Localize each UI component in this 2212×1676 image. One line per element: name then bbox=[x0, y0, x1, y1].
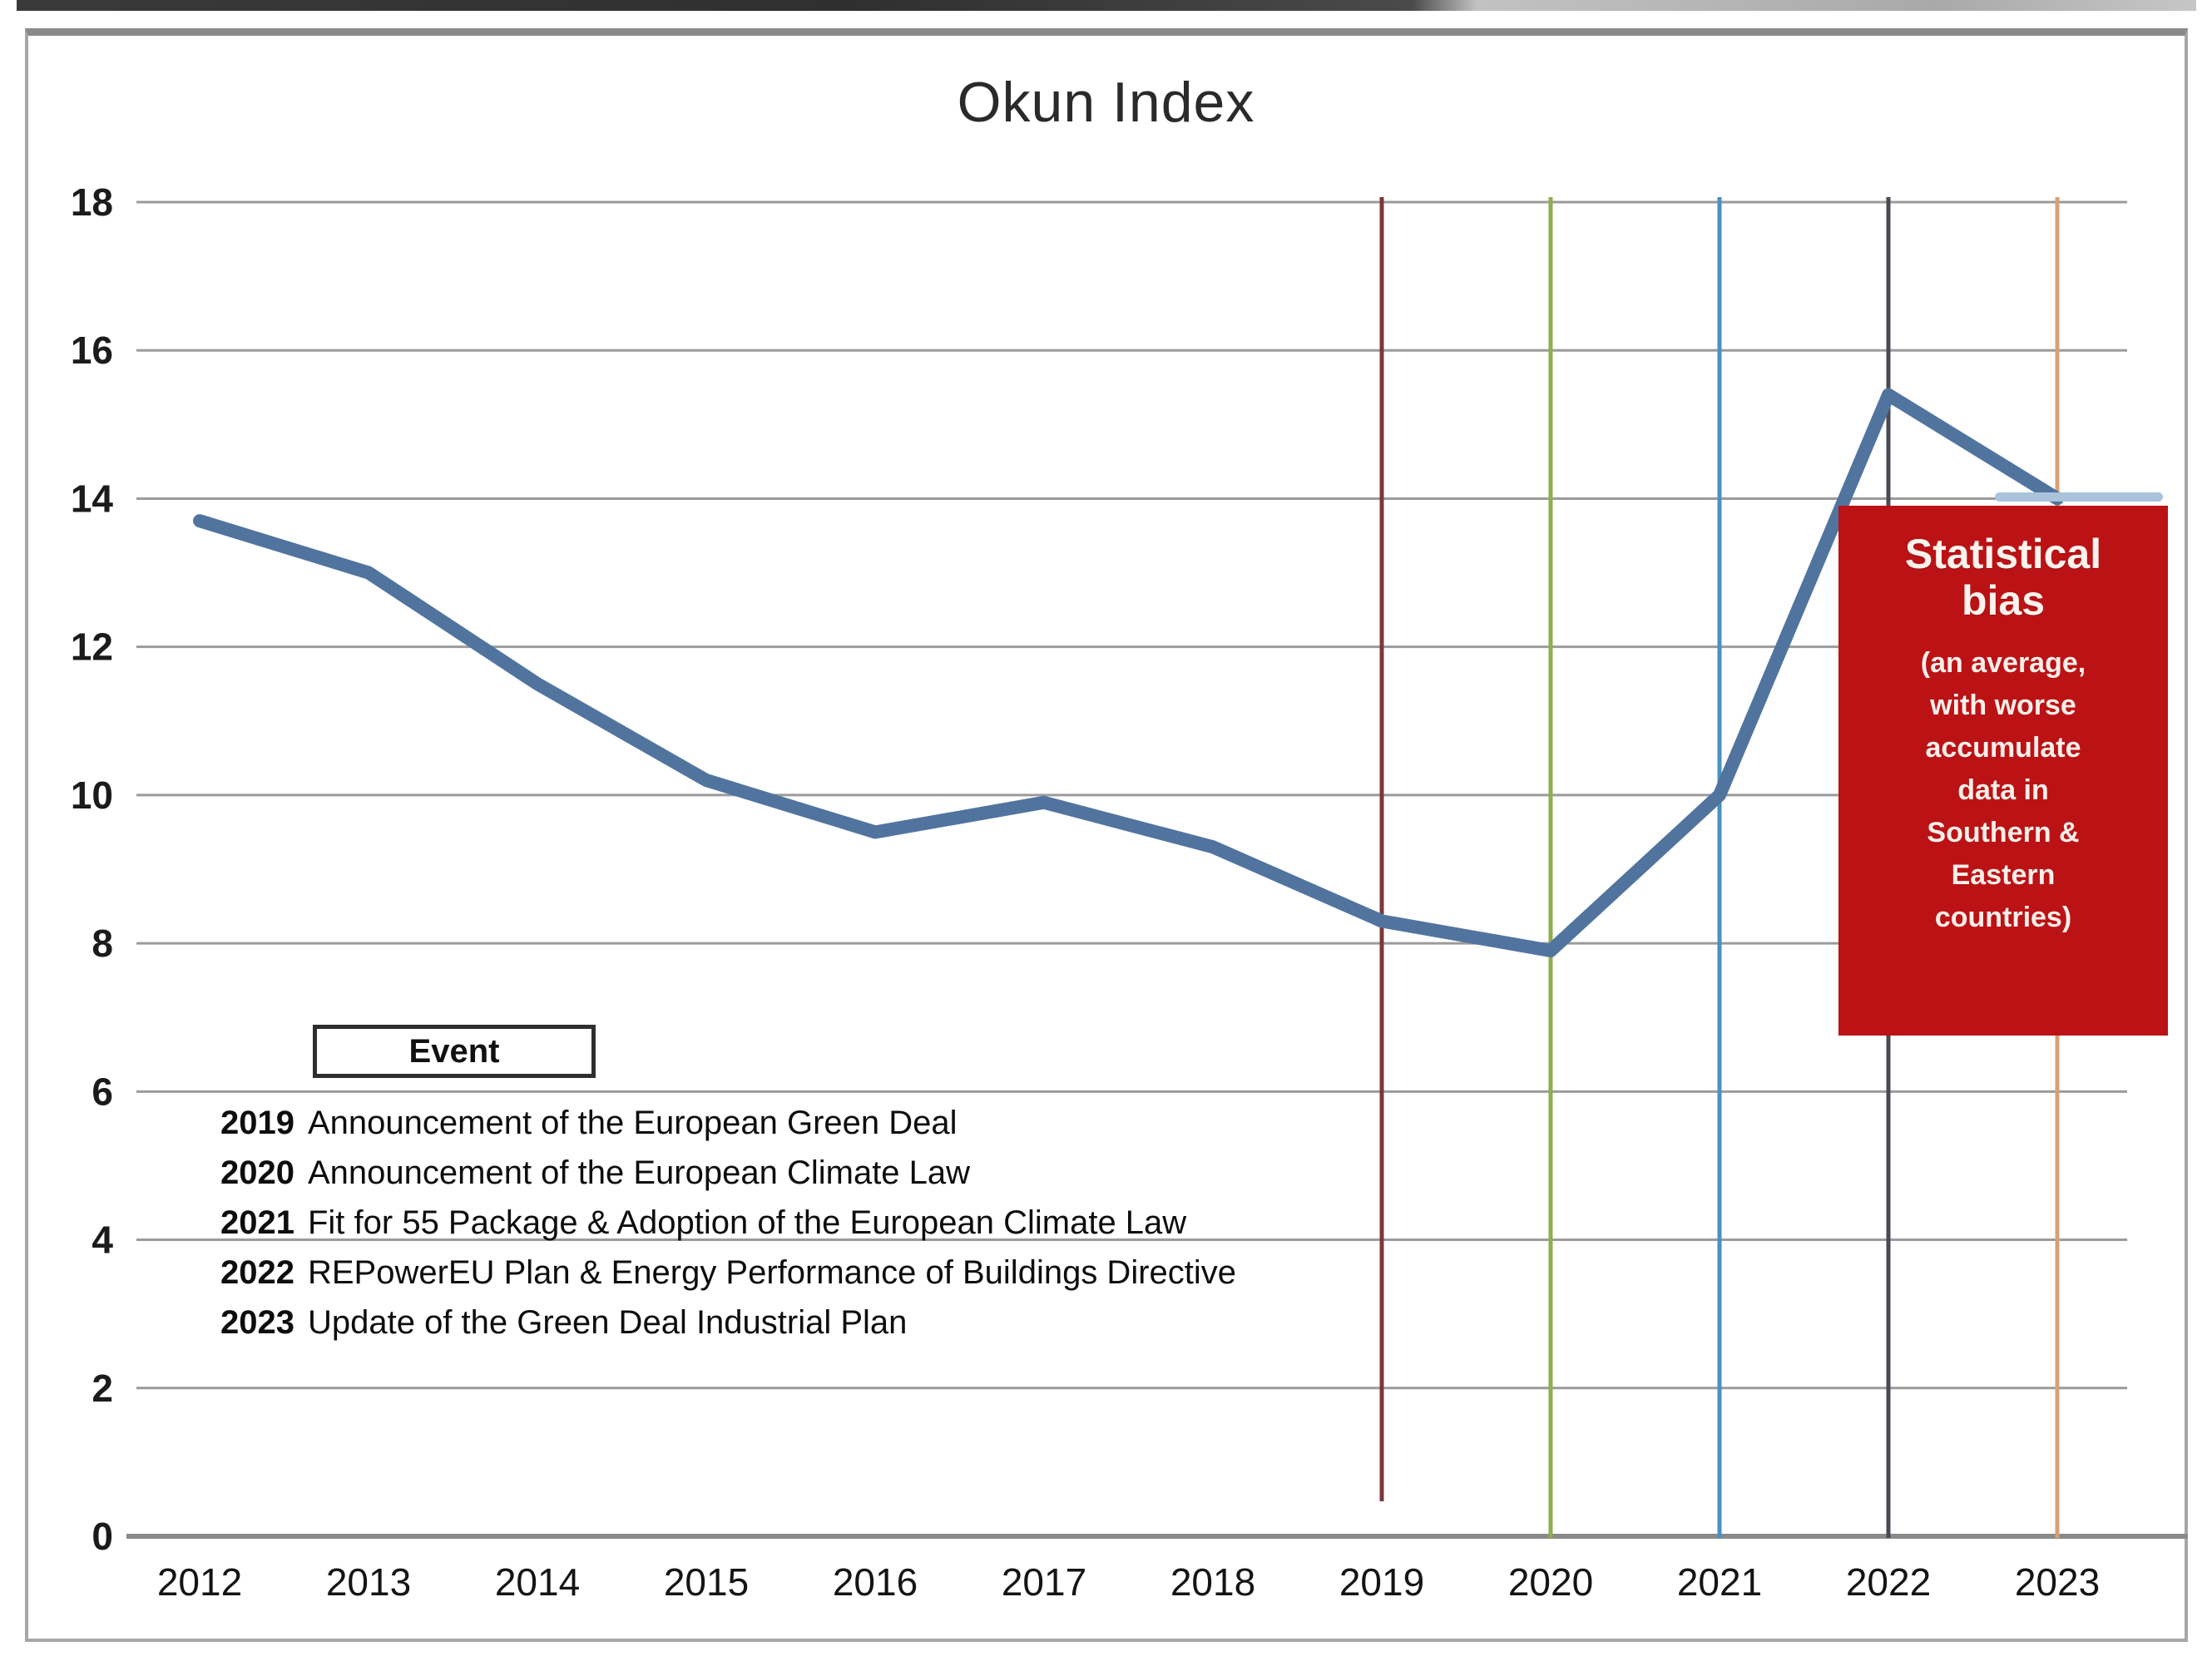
bias-body-line: data in bbox=[1957, 774, 2049, 806]
y-axis-tick-label: 2 bbox=[92, 1367, 113, 1410]
event-legend-header: Event bbox=[313, 1025, 596, 1078]
x-axis-tick-label: 2012 bbox=[157, 1560, 242, 1604]
y-axis-tick-label: 14 bbox=[71, 477, 114, 520]
scan-edge-strip bbox=[17, 0, 2196, 11]
bias-body-line: accumulate bbox=[1925, 732, 2081, 764]
event-legend-list: 2019 Announcement of the European Green D… bbox=[220, 1105, 1551, 1354]
statistical-bias-title: Statistical bias bbox=[1838, 531, 2168, 624]
bias-title-line1: Statistical bbox=[1904, 531, 2102, 577]
bias-title-line2: bias bbox=[1961, 577, 2046, 624]
event-text: Announcement of the European Climate Law bbox=[307, 1154, 971, 1191]
event-year: 2020 bbox=[220, 1154, 294, 1191]
y-axis-tick-label: 0 bbox=[92, 1515, 113, 1558]
bias-body-line: Eastern bbox=[1951, 859, 2056, 891]
y-axis-tick-label: 4 bbox=[92, 1219, 113, 1262]
chart-outer-frame bbox=[25, 28, 2188, 1642]
chart-title: Okun Index bbox=[957, 71, 1255, 134]
x-axis-tick-label: 2021 bbox=[1677, 1560, 1762, 1604]
event-text: Fit for 55 Package & Adoption of the Eur… bbox=[307, 1204, 1187, 1241]
event-text: Update of the Green Deal Industrial Plan bbox=[307, 1304, 908, 1341]
event-year: 2021 bbox=[220, 1204, 294, 1241]
bias-body-line: Southern & bbox=[1927, 817, 2080, 848]
bias-body-line: (an average, bbox=[1920, 647, 2086, 679]
statistical-bias-box: Statistical bias (an average, with worse… bbox=[1838, 506, 2168, 1036]
event-legend-title: Event bbox=[408, 1032, 500, 1070]
event-year: 2022 bbox=[220, 1254, 294, 1291]
x-axis-tick-label: 2023 bbox=[2015, 1560, 2100, 1604]
x-axis-tick-label: 2015 bbox=[664, 1560, 749, 1604]
statistical-bias-body: (an average, with worse accumulate data … bbox=[1838, 642, 2168, 939]
x-axis-tick-label: 2022 bbox=[1846, 1560, 1931, 1604]
event-legend-row: 2020 Announcement of the European Climate… bbox=[220, 1154, 1551, 1204]
x-axis-tick-label: 2013 bbox=[326, 1560, 411, 1604]
x-axis-tick-label: 2020 bbox=[1508, 1560, 1593, 1604]
event-legend-row: 2022 REPowerEU Plan & Energy Performance … bbox=[220, 1254, 1551, 1304]
x-axis-tick-label: 2017 bbox=[1002, 1560, 1086, 1604]
bias-body-line: with worse bbox=[1930, 690, 2076, 721]
event-text: Announcement of the European Green Deal bbox=[307, 1105, 958, 1141]
y-axis-tick-label: 16 bbox=[71, 329, 113, 372]
bias-body-line: countries) bbox=[1934, 902, 2072, 933]
event-legend-row: 2019 Announcement of the European Green D… bbox=[220, 1105, 1551, 1154]
y-axis-tick-label: 10 bbox=[71, 774, 113, 817]
event-text: REPowerEU Plan & Energy Performance of B… bbox=[307, 1254, 1237, 1291]
x-axis-tick-label: 2018 bbox=[1170, 1560, 1255, 1604]
event-year: 2019 bbox=[220, 1105, 294, 1141]
event-legend-row: 2023 Update of the Green Deal Industrial … bbox=[220, 1304, 1551, 1354]
y-axis-tick-label: 18 bbox=[71, 180, 113, 224]
event-legend-row: 2021 Fit for 55 Package & Adoption of the… bbox=[220, 1204, 1551, 1254]
y-axis-tick-label: 6 bbox=[92, 1070, 113, 1113]
y-axis-tick-label: 12 bbox=[71, 625, 113, 669]
y-axis-tick-label: 8 bbox=[92, 922, 113, 965]
x-axis-tick-label: 2016 bbox=[833, 1560, 918, 1604]
x-axis-tick-label: 2014 bbox=[495, 1560, 580, 1604]
x-axis-tick-label: 2019 bbox=[1339, 1560, 1424, 1604]
event-year: 2023 bbox=[220, 1304, 294, 1341]
okun-index-line bbox=[193, 388, 2064, 958]
line-end-highlight bbox=[1995, 492, 2163, 502]
